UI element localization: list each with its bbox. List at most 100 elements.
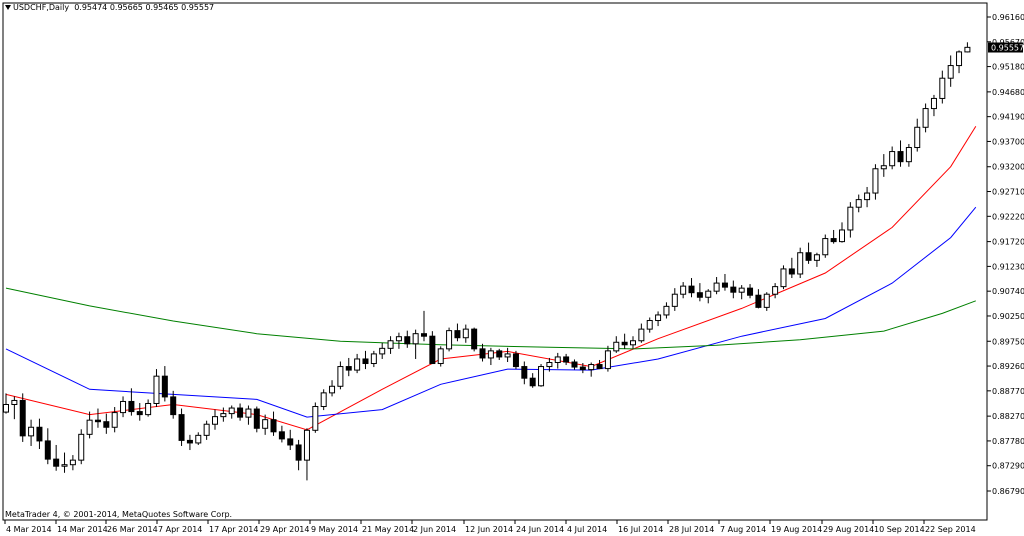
- x-tick-label: 4 Mar 2014: [6, 525, 52, 534]
- candle-body-bull: [864, 192, 871, 201]
- y-tick-label: 0.94190: [992, 113, 1024, 122]
- candle-body-bear: [186, 439, 193, 444]
- current-price-box: [988, 42, 1023, 53]
- candle-body-bull: [914, 126, 921, 149]
- candle-body-bear: [36, 426, 43, 442]
- y-tick-label: 0.95670: [992, 38, 1024, 47]
- candle-body-bull: [872, 168, 879, 194]
- ohlc-readout: 0.95474 0.95665 0.95465 0.95557: [74, 3, 215, 12]
- candle-body-bull: [412, 333, 419, 345]
- candle-body-bull: [939, 77, 946, 99]
- candle-body-bull: [546, 362, 553, 368]
- candle-body-bear: [496, 350, 503, 358]
- x-tick-label: 2 Jun 2014: [413, 525, 456, 534]
- y-tick-label: 0.88270: [992, 412, 1024, 421]
- y-tick-label: 0.91230: [992, 262, 1024, 271]
- candle-body-bull: [780, 268, 787, 288]
- candle-body-bear: [136, 411, 143, 416]
- ma-mid-line: [5, 206, 977, 418]
- candle-body-bull: [822, 238, 829, 256]
- candle-body-bull: [930, 97, 937, 110]
- candle-body-bull: [655, 314, 662, 322]
- candle-body-bear: [94, 419, 101, 423]
- candle-body-bear: [721, 282, 728, 288]
- candle-body-bear: [278, 431, 285, 440]
- candle-body-bull: [245, 408, 252, 418]
- candle-body-bull: [630, 340, 636, 346]
- candle-body-bear: [421, 333, 427, 337]
- candle-body-bear: [44, 440, 51, 460]
- candle-body-bull: [303, 429, 310, 461]
- candle-body-bear: [178, 414, 185, 441]
- candle-body-bear: [161, 375, 168, 398]
- x-tick-label: 29 Aug 2014: [823, 525, 874, 534]
- candle-body-bear: [170, 396, 177, 416]
- candle-body-bear: [19, 399, 26, 437]
- x-tick-label: 7 Aug 2014: [720, 525, 766, 534]
- current-price-label: 0.95557: [991, 44, 1024, 53]
- x-tick-label: 10 Sep 2014: [874, 525, 925, 534]
- candle-body-bull: [145, 402, 152, 416]
- chart-header: USDCHF,Daily 0.95474 0.95665 0.95465 0.9…: [5, 3, 214, 12]
- candle-body-bear: [512, 353, 519, 368]
- y-tick-label: 0.89260: [992, 362, 1024, 371]
- candle-body-bear: [521, 366, 528, 379]
- candle-body-bear: [128, 400, 135, 413]
- candle-body-bear: [897, 151, 904, 163]
- x-tick-label: 28 Jul 2014: [669, 525, 714, 534]
- x-tick-label: 12 Jun 2014: [465, 525, 513, 534]
- candle-body-bull: [3, 403, 9, 413]
- candle-body-bull: [772, 286, 779, 295]
- y-tick-label: 0.86790: [992, 487, 1024, 496]
- candle-body-bear: [688, 285, 695, 294]
- y-tick-label: 0.95180: [992, 63, 1024, 72]
- candle-body-bear: [237, 407, 244, 418]
- x-tick-label: 16 Jul 2014: [618, 525, 663, 534]
- candle-body-bear: [696, 292, 703, 298]
- candle-body-bear: [103, 421, 110, 428]
- candle-body-bear: [830, 238, 837, 243]
- candle-body-bear: [295, 444, 302, 461]
- x-tick-label: 4 Jul 2014: [567, 525, 607, 534]
- x-tick-label: 26 Mar 2014: [107, 525, 158, 534]
- candle-body-bull: [713, 282, 720, 292]
- y-tick-label: 0.90740: [992, 287, 1024, 296]
- candle-body-bear: [287, 438, 294, 446]
- x-tick-label: 29 Apr 2014: [260, 525, 309, 534]
- candle-body-bull: [337, 366, 344, 387]
- candle-body-bull: [78, 433, 85, 461]
- candle-body-bull: [671, 293, 678, 307]
- candle-body-bull: [312, 406, 319, 431]
- x-tick-label: 22 Sep 2014: [925, 525, 976, 534]
- candle-body-bull: [956, 51, 963, 67]
- candle-body-bull: [705, 290, 712, 298]
- candle-body-bull: [387, 340, 394, 349]
- x-tick-label: 21 May 2014: [362, 525, 414, 534]
- ma-slow-line: [5, 287, 976, 350]
- candle-body-bull: [554, 356, 561, 364]
- x-tick-label: 24 Jun 2014: [516, 525, 564, 534]
- candle-body-bear: [755, 294, 762, 308]
- candle-body-bear: [53, 458, 60, 467]
- candle-body-bull: [212, 416, 218, 425]
- plot-frame: [2, 2, 988, 521]
- candle-body-bull: [28, 426, 35, 437]
- y-tick-label: 0.96160: [992, 13, 1024, 22]
- candle-body-bear: [345, 366, 352, 371]
- candle-body-bear: [747, 287, 754, 296]
- candle-body-bull: [680, 285, 687, 295]
- candle-body-bull: [395, 336, 402, 342]
- y-tick-label: 0.87780: [992, 437, 1024, 446]
- y-tick-label: 0.90250: [992, 312, 1024, 321]
- candle-body-bear: [454, 330, 461, 339]
- candle-body-bear: [621, 341, 628, 346]
- candle-body-bull: [320, 392, 327, 408]
- candle-body-bear: [362, 358, 369, 365]
- y-tick-label: 0.93700: [992, 137, 1024, 146]
- candle-body-bull: [638, 328, 645, 342]
- candle-body-bull: [462, 328, 469, 339]
- candle-body-bull: [446, 330, 453, 350]
- dropdown-triangle-icon[interactable]: [5, 5, 11, 10]
